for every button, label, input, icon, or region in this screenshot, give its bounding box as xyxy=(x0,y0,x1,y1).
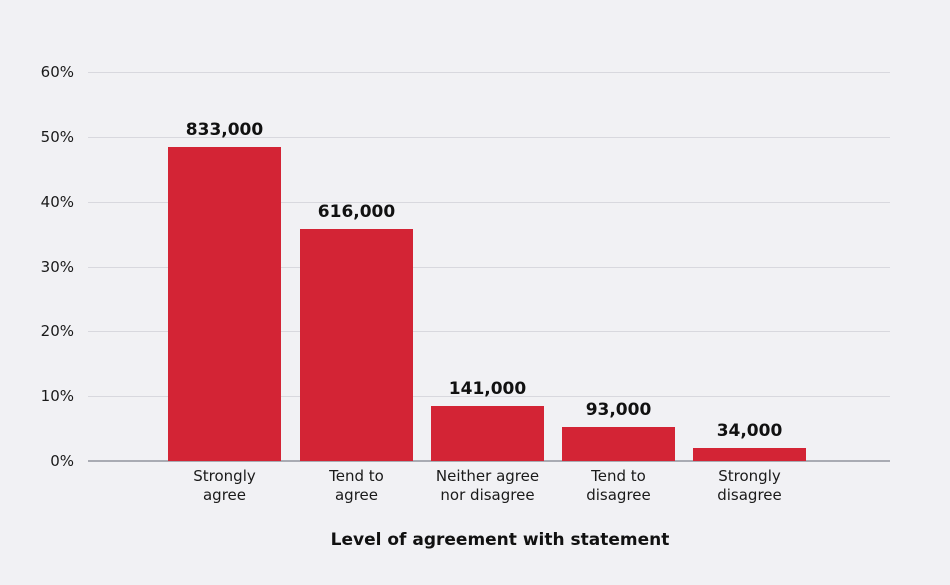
y-tick-label: 20% xyxy=(40,322,74,341)
x-category-label: Strongly disagree xyxy=(717,467,782,504)
y-tick-label: 10% xyxy=(40,387,74,406)
gridline xyxy=(88,396,890,398)
y-tick-label: 30% xyxy=(40,257,74,276)
y-tick-label: 0% xyxy=(50,452,74,470)
gridline xyxy=(88,72,890,73)
gridline xyxy=(88,266,890,268)
y-tick-label: 60% xyxy=(40,63,74,81)
y-tick-label: 50% xyxy=(40,127,74,146)
x-category-label: Tend to disagree xyxy=(586,467,651,504)
bar-value-label: 616,000 xyxy=(317,201,396,222)
x-axis-title: Level of agreement with statement xyxy=(330,530,670,550)
bar xyxy=(562,427,675,461)
bar-value-label: 833,000 xyxy=(185,119,264,140)
x-category-label: Neither agree nor disagree xyxy=(435,467,540,504)
bar-value-label: 34,000 xyxy=(716,421,783,442)
bar xyxy=(693,448,806,461)
bar xyxy=(168,146,281,461)
bar-value-label: 93,000 xyxy=(585,400,652,421)
x-category-label: Tend to agree xyxy=(329,467,384,504)
bar xyxy=(431,405,544,461)
bar-value-label: 141,000 xyxy=(448,378,527,399)
bar xyxy=(300,228,413,461)
y-tick-label: 40% xyxy=(40,192,74,211)
x-axis-line xyxy=(88,460,890,462)
x-category-label: Strongly agree xyxy=(193,467,256,504)
gridline xyxy=(88,201,890,203)
gridline xyxy=(88,136,890,138)
gridline xyxy=(88,331,890,333)
